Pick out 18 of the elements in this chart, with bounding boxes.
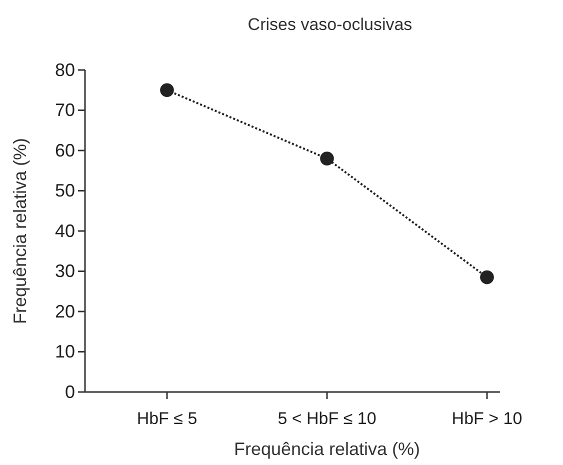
y-tick-label: 60 [54, 140, 75, 160]
point [320, 152, 334, 166]
y-tick-label: 0 [64, 382, 75, 402]
y-tick-label: 20 [54, 301, 75, 322]
y-tick-label: 30 [54, 261, 75, 282]
y-axis-title: Frequência relativa (%) [10, 138, 30, 324]
y-tick-label: 70 [54, 100, 75, 120]
point [480, 270, 494, 284]
x-tick-label: HbF > 10 [452, 409, 522, 428]
x-tick-label: 5 < HbF ≤ 10 [278, 409, 376, 428]
y-tick-label: 50 [54, 180, 75, 201]
x-tick-label: HbF ≤ 5 [136, 409, 198, 428]
point [160, 83, 174, 98]
x-axis-title: Frequência relativa (%) [234, 439, 420, 459]
chart-title: Crises vaso-oclusivas [248, 15, 412, 34]
y-tick-label: 10 [54, 342, 75, 362]
y-tick-label: 40 [54, 220, 75, 241]
y-tick-label: 80 [54, 60, 75, 80]
